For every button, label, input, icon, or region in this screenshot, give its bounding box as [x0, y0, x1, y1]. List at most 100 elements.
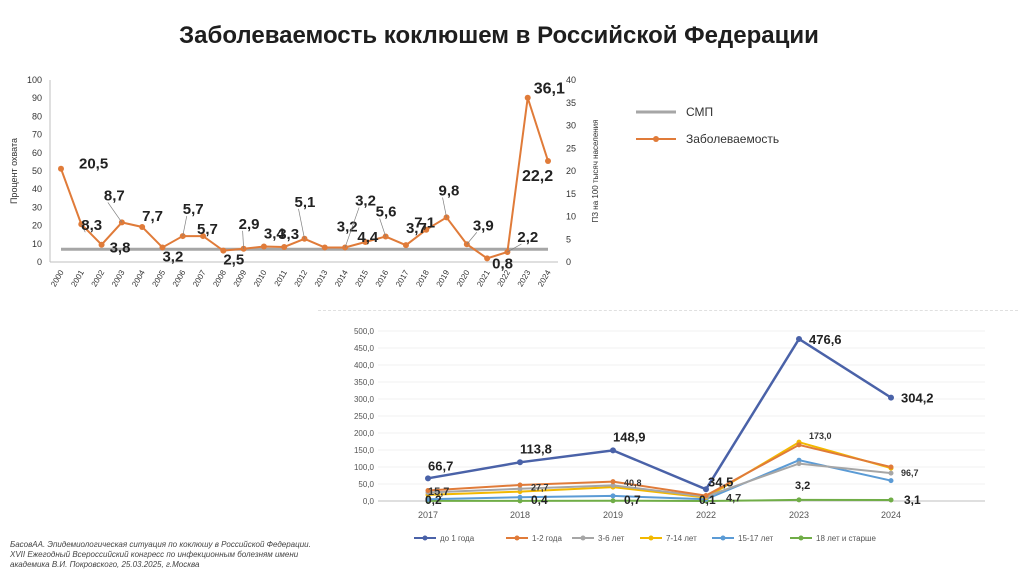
- series-line: [427, 337, 892, 491]
- data-label: 3,2: [795, 480, 810, 492]
- y-tick-label: 0,0: [363, 497, 375, 506]
- series-line: [427, 498, 892, 502]
- data-point: [610, 482, 616, 488]
- x-tick-label: 2022: [696, 510, 716, 520]
- series-line: [427, 459, 892, 501]
- data-label: 0,8: [492, 255, 513, 272]
- x-tick-label: 2016: [374, 268, 391, 288]
- x-tick-label: 2024: [881, 510, 901, 520]
- data-point: [484, 255, 491, 262]
- data-label: 40,8: [624, 478, 642, 488]
- data-point: [517, 459, 523, 466]
- label-leader-line: [442, 197, 447, 218]
- data-point: [545, 157, 551, 164]
- data-label: 0,4: [531, 493, 548, 507]
- section-divider: [318, 310, 1018, 311]
- source-line: академика В.И. Покровского, 25.03.2025, …: [10, 560, 200, 569]
- data-label: 22,2: [522, 168, 553, 185]
- data-point: [888, 470, 894, 476]
- data-label: 3,1: [904, 493, 921, 507]
- x-tick-label: 2019: [603, 510, 623, 520]
- legend-label: 15-17 лет: [738, 534, 774, 543]
- source-line: БасовАА. Эпидемиологическая ситуация по …: [10, 540, 311, 549]
- y2-tick-label: 35: [566, 98, 576, 108]
- data-label: 9,8: [439, 182, 460, 199]
- y2-tick-label: 15: [566, 189, 576, 199]
- legend-marker: [514, 535, 520, 541]
- data-label: 4,7: [726, 493, 741, 505]
- x-tick-label: 2018: [510, 510, 530, 520]
- y-tick-label: 50: [32, 166, 42, 176]
- data-label: 8,7: [104, 187, 125, 204]
- y-tick-label: 150,0: [354, 446, 375, 455]
- x-tick-label: 2012: [293, 268, 310, 288]
- y-tick-label: 0: [37, 257, 42, 267]
- data-label: 148,9: [613, 429, 646, 444]
- legend-label-smp: СМП: [686, 105, 713, 119]
- data-point: [888, 464, 894, 470]
- x-tick-label: 2008: [211, 268, 228, 288]
- label-leader-line: [107, 202, 123, 223]
- data-point: [281, 243, 288, 250]
- label-leader-line: [242, 230, 244, 249]
- y2-tick-label: 40: [566, 75, 576, 85]
- x-tick-label: 2021: [475, 268, 492, 288]
- x-tick-label: 2006: [171, 268, 188, 288]
- data-point: [517, 498, 523, 504]
- x-tick-label: 2019: [435, 268, 452, 288]
- x-tick-label: 2005: [150, 268, 167, 288]
- data-label: 113,8: [520, 441, 552, 456]
- data-point: [888, 394, 894, 401]
- data-point: [402, 242, 409, 249]
- legend-marker: [720, 535, 726, 541]
- y2-tick-label: 0: [566, 257, 571, 267]
- data-label: 0,7: [624, 493, 641, 507]
- data-point: [610, 493, 616, 499]
- x-tick-label: 2013: [313, 268, 330, 288]
- data-point: [517, 482, 523, 488]
- y-tick-label: 100: [27, 75, 42, 85]
- data-point: [610, 447, 616, 454]
- x-tick-label: 2001: [69, 268, 86, 288]
- data-label: 27,7: [531, 483, 549, 493]
- legend-marker: [580, 535, 586, 541]
- legend-label: 7-14 лет: [666, 534, 697, 543]
- data-label: 66,7: [428, 458, 453, 473]
- y-axis-title: Процент охвата: [9, 138, 19, 204]
- data-label: 4,4: [357, 229, 379, 246]
- x-tick-label: 2009: [232, 268, 249, 288]
- x-tick-label: 2014: [333, 268, 350, 288]
- x-tick-label: 2010: [252, 268, 269, 288]
- x-tick-label: 2003: [110, 268, 127, 288]
- data-point: [888, 478, 894, 484]
- x-tick-label: 2007: [191, 268, 208, 288]
- legend-label: 18 лет и старше: [816, 534, 876, 543]
- y-tick-label: 450,0: [354, 344, 375, 353]
- data-label: 3,9: [473, 217, 494, 234]
- y2-tick-label: 25: [566, 143, 576, 153]
- y-tick-label: 100,0: [354, 463, 375, 472]
- data-point: [796, 497, 802, 503]
- series-line: [427, 462, 892, 498]
- data-point: [517, 486, 523, 492]
- y-tick-label: 500,0: [354, 327, 375, 336]
- y-tick-label: 350,0: [354, 378, 375, 387]
- y2-axis-title: ПЗ на 100 тысяч населения: [591, 120, 600, 223]
- data-label: 3,7: [406, 220, 427, 237]
- x-tick-label: 2023: [789, 510, 809, 520]
- x-tick-label: 2011: [273, 268, 290, 288]
- x-tick-label: 2017: [394, 268, 411, 288]
- series-line: [427, 441, 892, 499]
- data-label: 36,1: [534, 81, 565, 98]
- data-point: [159, 244, 166, 251]
- data-label: 8,3: [81, 217, 102, 234]
- x-tick-label: 2018: [414, 268, 431, 288]
- y2-tick-label: 30: [566, 121, 576, 131]
- legend-marker: [648, 535, 654, 541]
- data-label: 3,8: [110, 240, 131, 257]
- data-label: 15,7: [428, 486, 449, 498]
- legend-marker: [422, 535, 428, 541]
- data-label: 2,2: [517, 229, 538, 246]
- data-point: [425, 487, 431, 493]
